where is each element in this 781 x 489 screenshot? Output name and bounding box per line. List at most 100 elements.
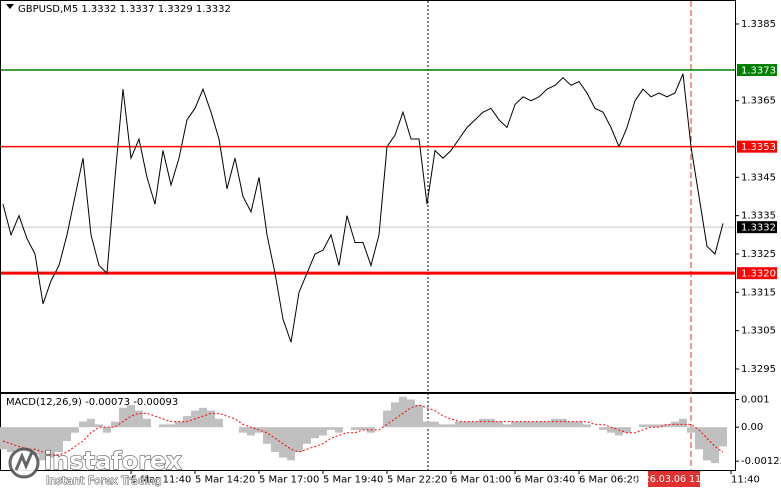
macd-bar xyxy=(295,427,303,453)
macd-bar xyxy=(351,427,359,430)
cursor-label-box xyxy=(648,471,700,487)
macd-bar xyxy=(583,424,591,428)
macd-bar xyxy=(311,427,319,439)
macd-bar xyxy=(143,418,151,428)
level-label: 1.3353 xyxy=(741,142,776,153)
chart-title: GBPUSD,M5 1.3332 1.3337 1.3329 1.3332 xyxy=(18,4,231,15)
macd-bar xyxy=(639,424,647,428)
macd-bar xyxy=(383,410,391,428)
y-tick-label: 0.00 xyxy=(741,422,763,433)
macd-bar xyxy=(327,427,335,430)
signal-line xyxy=(2,404,724,456)
level-label-box xyxy=(737,267,777,280)
y-tick-label: 1.3335 xyxy=(741,211,776,222)
macd-bar xyxy=(335,427,343,433)
last-price-box xyxy=(737,221,777,234)
macd-bar xyxy=(287,427,295,461)
macd-bar xyxy=(71,427,79,433)
x-tick-label: 5 Mar 17:00 xyxy=(259,475,319,486)
y-tick-label: 1.3365 xyxy=(741,96,776,107)
macd-bar xyxy=(199,407,207,428)
x-tick-label: 6 Mar 01:00 xyxy=(451,475,511,486)
macd-bar xyxy=(599,427,607,430)
macd-bar xyxy=(39,427,47,461)
y-tick-label: 1.3305 xyxy=(741,326,776,337)
level-label-box xyxy=(737,64,777,76)
macd-bar xyxy=(479,418,487,428)
macd-bar xyxy=(431,421,439,428)
y-tick-label: 1.3315 xyxy=(741,287,776,298)
macd-bar xyxy=(279,427,287,458)
macd-bar xyxy=(119,407,127,428)
macd-bar xyxy=(55,427,63,453)
macd-bar xyxy=(31,427,39,455)
macd-bar xyxy=(655,424,663,428)
macd-bar xyxy=(239,427,247,433)
macd-bar xyxy=(0,427,7,450)
macd-bar xyxy=(527,421,535,428)
x-tick-label: 6 Mar 03:40 xyxy=(515,475,575,486)
macd-bar xyxy=(207,410,215,428)
macd-bar xyxy=(575,421,583,428)
macd-bar xyxy=(303,427,311,444)
macd-bar xyxy=(535,421,543,428)
x-tick-label: 5 Mar 14:20 xyxy=(195,475,255,486)
macd-bar xyxy=(471,421,479,428)
macd-bar xyxy=(567,421,575,428)
macd-bar xyxy=(503,424,511,428)
y-tick-label: 1.3325 xyxy=(741,249,776,260)
macd-bar xyxy=(647,424,655,428)
macd-bar xyxy=(703,427,711,461)
macd-bar xyxy=(215,418,223,428)
macd-bar xyxy=(551,418,559,428)
cursor-label: 2026.03.06 11:00 xyxy=(632,474,717,485)
menu-arrow xyxy=(6,4,14,9)
macd-bar xyxy=(391,402,399,428)
y-tick-label: 1.3345 xyxy=(741,172,776,183)
macd-bar xyxy=(559,418,567,428)
macd-bar xyxy=(247,427,255,436)
macd-bar xyxy=(463,421,471,428)
macd-bar xyxy=(271,427,279,453)
macd-bar xyxy=(455,421,463,428)
y-tick-label: -0.00123 xyxy=(741,456,781,467)
macd-bar xyxy=(399,396,407,428)
y-tick-label: 0.001 xyxy=(741,395,770,406)
watermark-tagline: Instant Forex Trading xyxy=(46,474,162,487)
macd-bar xyxy=(15,427,23,450)
macd-bar xyxy=(695,427,703,450)
macd-bar xyxy=(47,427,55,458)
watermark-logo-mark xyxy=(14,451,34,471)
macd-bar xyxy=(127,405,135,428)
macd-title: MACD(12,26,9) -0.00073 -0.00093 xyxy=(6,397,178,408)
macd-bar xyxy=(623,427,631,433)
x-tick-label: 5 Mar 22:20 xyxy=(387,475,447,486)
y-tick-label: 1.3295 xyxy=(741,364,776,375)
macd-bar xyxy=(511,421,519,428)
macd-bar xyxy=(319,427,327,436)
macd-bar xyxy=(447,424,455,428)
macd-bar xyxy=(615,427,623,436)
x-tick-label: 5 Mar 11:40 xyxy=(131,475,191,486)
macd-bar xyxy=(87,418,95,428)
macd-bar xyxy=(359,427,367,430)
macd-bar xyxy=(135,410,143,428)
macd-bar xyxy=(79,421,87,428)
macd-bar xyxy=(671,421,679,428)
macd-bar xyxy=(495,421,503,428)
macd-bar xyxy=(719,427,727,447)
macd-bar xyxy=(711,427,719,464)
macd-bar xyxy=(607,427,615,433)
macd-bar xyxy=(175,421,183,428)
macd-bar xyxy=(687,427,695,433)
macd-bar xyxy=(159,424,167,428)
macd-bar xyxy=(487,418,495,428)
y-tick-label: 1.3385 xyxy=(741,19,776,30)
macd-bar xyxy=(439,424,447,428)
macd-bar xyxy=(111,421,119,428)
x-tick-label: 5 Mar 19:40 xyxy=(323,475,383,486)
macd-bar xyxy=(519,421,527,428)
